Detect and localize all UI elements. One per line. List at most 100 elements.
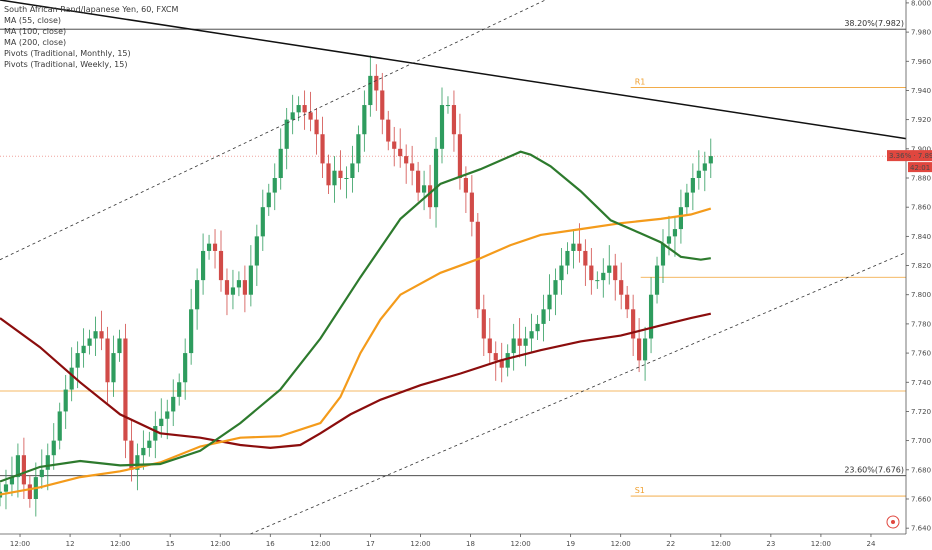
ma55-line (0, 150, 711, 483)
candle-body (511, 338, 516, 354)
candle-body (338, 170, 343, 178)
candle-body (9, 477, 15, 485)
x-tick-label: 12:00 (10, 540, 30, 548)
candle-body (224, 280, 230, 295)
candle-body (63, 389, 68, 412)
candle-body (654, 265, 660, 295)
candle-body (613, 265, 618, 281)
y-tick-label: 8.000 (911, 0, 931, 7)
candle-body (326, 163, 331, 186)
candle-body (690, 178, 695, 193)
candle-body (177, 382, 182, 397)
target-icon (886, 515, 900, 529)
level-label-2: R1 (635, 78, 646, 87)
candle-body (529, 331, 534, 339)
candle-body (410, 163, 415, 171)
candle-body (45, 455, 50, 470)
x-tick-label: 12:00 (611, 540, 631, 548)
candle-body (21, 455, 26, 485)
y-tick-label: 7.840 (911, 233, 931, 241)
candle-body (565, 250, 570, 266)
candle-body (284, 119, 289, 149)
candle-body (648, 294, 654, 339)
x-tick-label: 12:00 (310, 540, 330, 548)
candle-body (547, 294, 552, 310)
x-tick-label: 12:00 (811, 540, 831, 548)
ma100-line (0, 207, 712, 496)
candle-body (708, 156, 713, 164)
candle-body (642, 338, 648, 361)
candle-body (266, 192, 271, 208)
candle-body (117, 338, 122, 354)
candle-body (433, 148, 439, 208)
y-tick-label: 7.940 (911, 87, 931, 95)
candle-body (439, 105, 445, 149)
candle-body (445, 105, 451, 107)
candle-body (129, 440, 134, 470)
level-label-3: S1 (635, 486, 645, 495)
x-tick-label: 12:00 (210, 540, 230, 548)
candle-body (392, 141, 397, 149)
channel-upper-line (0, 0, 547, 261)
candle-body (230, 287, 236, 295)
candle-body (619, 280, 624, 295)
x-tick-label: 12:00 (510, 540, 530, 548)
candle-body (15, 455, 21, 478)
x-tick-label: 18 (466, 540, 475, 548)
level-label-0: 38.20%(7.982) (844, 19, 904, 28)
candle-body (272, 178, 277, 193)
x-tick-label: 24 (867, 540, 876, 548)
candle-body (684, 192, 689, 208)
candle-body (200, 250, 206, 281)
candle-body (362, 105, 367, 135)
countdown-badge (908, 162, 932, 173)
candle-body (696, 170, 701, 178)
candle-body (505, 353, 510, 368)
candle-body (398, 148, 403, 157)
candle-body (404, 156, 409, 164)
candle-body (463, 178, 468, 193)
y-tick-label: 7.640 (911, 525, 931, 533)
candle-body (535, 323, 540, 332)
candle-body (123, 338, 128, 441)
candle-body (260, 207, 265, 237)
candle-body (666, 236, 672, 244)
candle-body (320, 134, 325, 164)
candle-body (499, 360, 504, 368)
y-tick-label: 7.760 (911, 350, 931, 358)
candle-body (218, 250, 224, 281)
candle-body (165, 411, 170, 419)
candle-body (559, 265, 564, 281)
candle-body (577, 243, 582, 251)
candle-body (212, 243, 218, 251)
candle-body (523, 338, 528, 346)
candle-body (607, 265, 612, 273)
candle-body (195, 280, 200, 310)
candle-body (189, 309, 194, 354)
candle-body (541, 309, 546, 324)
candle-body (93, 331, 98, 339)
x-tick-label: 12 (66, 540, 75, 548)
candle-body (368, 75, 373, 106)
candle-body (517, 338, 522, 346)
candle-body (416, 170, 421, 193)
y-tick-label: 7.980 (911, 29, 931, 37)
legend-ma100: MA (100, close) (4, 27, 67, 36)
y-tick-label: 7.740 (911, 379, 931, 387)
candle-body (374, 75, 379, 91)
candle-body (171, 396, 176, 412)
candle-body (39, 469, 44, 478)
legend-ma55: MA (55, close) (4, 16, 62, 25)
y-tick-label: 7.680 (911, 466, 931, 474)
candle-body (159, 418, 164, 427)
candle-body (481, 309, 486, 339)
y-tick-label: 7.900 (911, 145, 931, 153)
candle-body (51, 440, 56, 456)
candle-body (427, 185, 433, 208)
y-tick-label: 7.880 (911, 175, 931, 183)
y-tick-label: 7.700 (911, 437, 931, 445)
x-tick-label: 19 (566, 540, 575, 548)
candle-body (469, 192, 474, 222)
candle-body (99, 331, 104, 339)
